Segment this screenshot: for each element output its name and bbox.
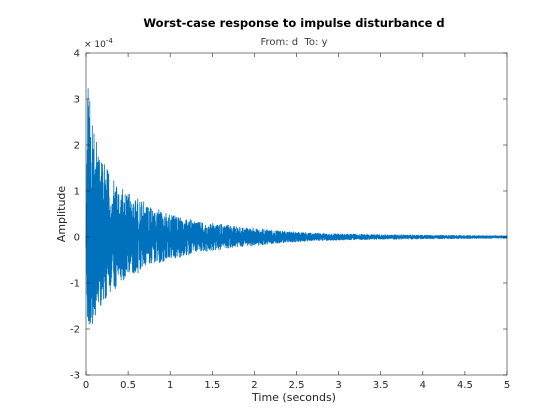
x-axis-label: Time (seconds) — [251, 391, 336, 404]
x-tick-label: 1.5 — [204, 380, 220, 391]
x-tick-label: 2 — [251, 380, 257, 391]
y-tick-label: 2 — [74, 141, 80, 152]
plot-area — [86, 53, 507, 375]
x-tick-label: 2.5 — [289, 380, 305, 391]
x-tick-label: 3.5 — [373, 380, 389, 391]
y-tick-label: 3 — [74, 95, 80, 106]
chart-subtitle: From: d To: y — [260, 37, 327, 48]
x-tick-label: 4 — [420, 380, 426, 391]
series-line — [85, 88, 508, 325]
y-tick-label: 1 — [74, 187, 80, 198]
x-tick-label: 4.5 — [457, 380, 473, 391]
y-tick-label: 0 — [74, 233, 80, 244]
y-tick-label: -3 — [70, 371, 80, 382]
x-tick-label: 0.5 — [120, 380, 136, 391]
y-axis-label: Amplitude — [55, 186, 68, 243]
x-tick-label: 5 — [504, 380, 510, 391]
y-tick-label: -2 — [70, 325, 80, 336]
x-tick-label: 1 — [167, 380, 173, 391]
x-tick-label: 3 — [335, 380, 341, 391]
y-axis-exponent: × 10-4 — [84, 37, 113, 50]
y-tick-label: 4 — [74, 49, 80, 60]
y-tick-label: -1 — [70, 279, 80, 290]
x-tick-label: 0 — [83, 380, 89, 391]
chart-title: Worst-case response to impulse disturban… — [143, 16, 444, 30]
